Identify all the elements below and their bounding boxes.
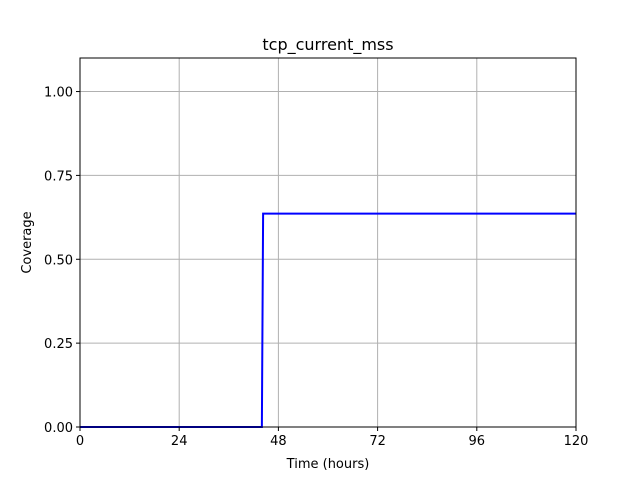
tick-layer: 0 24 48 72 96 120 0.00 0.25 0.50 0.75 1.00: [44, 86, 588, 449]
y-tick-label: 0.75: [44, 169, 73, 184]
y-tick-label: 1.00: [44, 86, 73, 101]
x-tick-label: 72: [369, 434, 386, 449]
y-tick-label: 0.25: [44, 337, 73, 352]
grid-layer: [79, 58, 577, 428]
y-tick-label: 0.50: [44, 253, 73, 268]
x-tick-label: 120: [564, 434, 589, 449]
y-tick-label: 0.00: [44, 421, 73, 436]
x-tick-label: 48: [270, 434, 287, 449]
x-tick-label: 96: [469, 434, 486, 449]
plot-frame: [79, 57, 577, 428]
plot-area: [80, 58, 576, 427]
chart-title: tcp_current_mss: [262, 35, 393, 55]
x-tick-label: 24: [171, 434, 188, 449]
x-tick-label: 0: [76, 434, 84, 449]
y-axis-label: Coverage: [20, 211, 35, 273]
x-axis-label: Time (hours): [286, 457, 370, 472]
